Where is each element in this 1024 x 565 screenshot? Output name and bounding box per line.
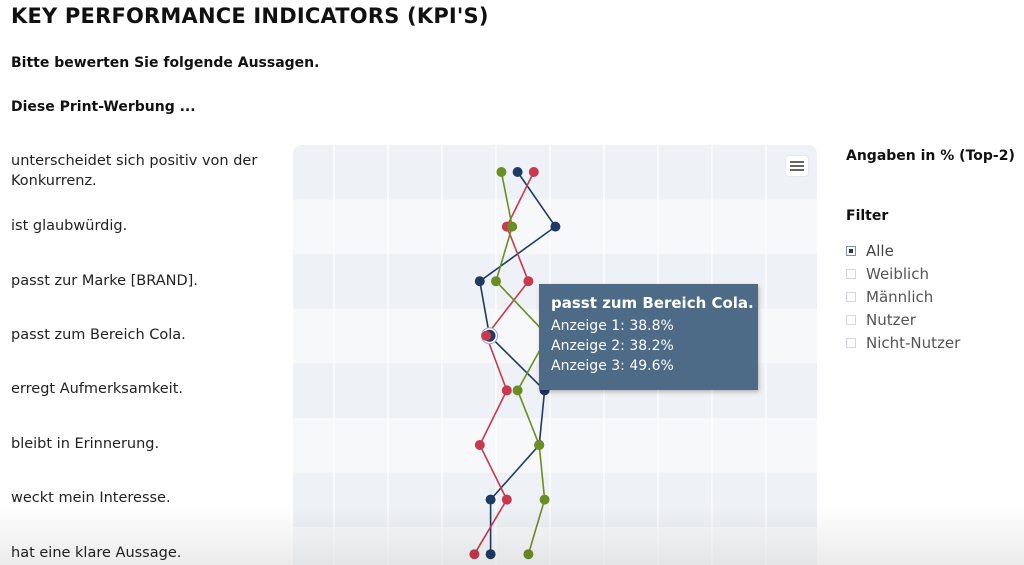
checkbox-icon[interactable] (846, 269, 856, 279)
filter-label: Alle (866, 242, 894, 260)
checkbox-icon[interactable] (846, 338, 856, 348)
checkbox-icon[interactable] (846, 246, 856, 256)
row-band (293, 418, 817, 473)
series-line (473, 171, 535, 555)
tooltip-value: Anzeige 2: 38.2% (551, 338, 674, 354)
data-point (491, 276, 501, 287)
data-point (550, 221, 561, 232)
tooltip-value: Anzeige 3: 49.6% (551, 358, 674, 374)
statement-label: weckt mein Interesse. (11, 490, 171, 506)
hamburger-icon (790, 161, 804, 163)
filter-label: Männlich (866, 288, 934, 306)
statement-label: unterscheidet sich positiv von der Konku… (11, 153, 258, 189)
data-point (523, 276, 534, 287)
statement-label: hat eine klare Aussage. (11, 545, 182, 561)
data-point (469, 549, 480, 560)
chart-tooltip: passt zum Bereich Cola. Anzeige 1: 38.8%… (539, 284, 758, 390)
statement-label: bleibt in Erinnerung. (11, 436, 160, 452)
series-line (478, 171, 557, 555)
data-point (485, 549, 496, 560)
filter-option-maennlich[interactable]: Männlich (846, 287, 933, 307)
intro-text: Diese Print-Werbung ... (11, 99, 196, 115)
statement-label: passt zum Bereich Cola. (11, 327, 186, 343)
data-point (485, 494, 496, 505)
data-point (501, 494, 512, 505)
row-band (293, 145, 817, 200)
data-point (539, 494, 550, 505)
data-point (534, 440, 545, 450)
filter-title: Filter (846, 208, 889, 224)
statement-label: passt zur Marke [BRAND]. (11, 273, 198, 289)
data-point (523, 549, 534, 560)
filter-option-weiblich[interactable]: Weiblich (846, 264, 929, 284)
row-band (293, 472, 817, 528)
data-point (528, 167, 539, 177)
tooltip-value: Anzeige 1: 38.8% (551, 318, 674, 334)
filter-option-alle[interactable]: Alle (846, 241, 894, 261)
tooltip-title: passt zum Bereich Cola. (551, 294, 754, 312)
row-band (293, 527, 817, 565)
filter-option-nicht-nutzer[interactable]: Nicht-Nutzer (846, 333, 960, 353)
data-point (474, 440, 485, 450)
data-point (496, 167, 507, 177)
checkbox-icon[interactable] (846, 292, 856, 302)
page-title: KEY PERFORMANCE INDICATORS (KPI'S) (11, 4, 489, 28)
series-line (495, 171, 549, 555)
data-point (507, 221, 518, 232)
filter-option-nutzer[interactable]: Nutzer (846, 310, 916, 330)
data-point (512, 385, 523, 396)
statement-label: erregt Aufmerksamkeit. (11, 381, 183, 397)
filter-label: Nutzer (866, 311, 916, 329)
data-point (501, 385, 512, 396)
hamburger-icon (790, 169, 804, 171)
statement-label: ist glaubwürdig. (11, 218, 128, 234)
hamburger-icon (790, 165, 804, 167)
filter-label: Nicht-Nutzer (866, 334, 961, 352)
chart-menu-button[interactable] (786, 156, 808, 176)
data-point (481, 330, 492, 341)
unit-label: Angaben in % (Top-2) (846, 148, 1015, 164)
checkbox-icon[interactable] (846, 315, 856, 325)
data-point (474, 276, 485, 287)
page-subtitle: Bitte bewerten Sie folgende Aussagen. (11, 55, 320, 71)
data-point (512, 167, 523, 177)
filter-label: Weiblich (866, 265, 929, 283)
